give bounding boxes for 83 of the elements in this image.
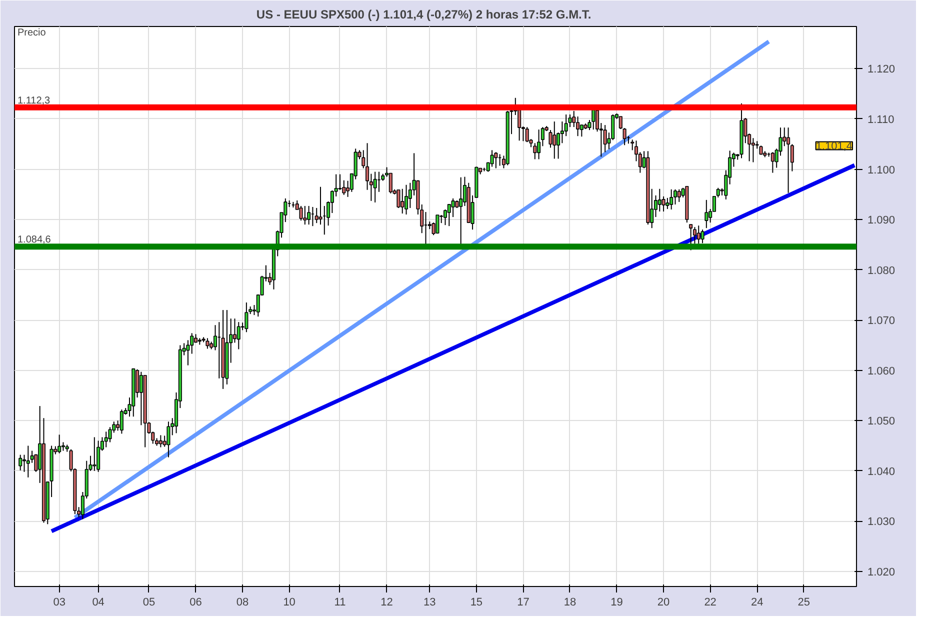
candlestick: [572, 110, 576, 128]
x-tick-label: 08: [236, 596, 249, 608]
y-tick-label: 1.040: [868, 466, 896, 478]
candlestick: [303, 205, 307, 226]
candlestick: [244, 302, 248, 333]
candlestick: [420, 204, 424, 234]
ref-line-label: 1.112,3: [18, 95, 51, 106]
x-tick-label: 13: [424, 596, 436, 608]
y-tick-label: 1.110: [868, 114, 894, 126]
candlestick: [770, 152, 774, 174]
candlestick: [166, 421, 170, 458]
candlestick: [26, 445, 30, 478]
x-tick-label: 05: [142, 596, 156, 608]
chart-title: US - EEUU SPX500 (-) 1.101,4 (-0,27%) 2 horas 17:52 G.M.T.: [256, 8, 592, 22]
candlestick: [139, 371, 143, 426]
y-tick-label: 1.120: [868, 64, 896, 76]
y-tick-label: 1.070: [868, 315, 896, 328]
x-tick-label: 12: [380, 596, 393, 608]
candlestick: [104, 431, 108, 448]
candlestick: [404, 184, 408, 216]
x-tick-label: 25: [798, 596, 810, 608]
candlestick: [299, 205, 303, 222]
candlestick: [96, 440, 100, 472]
candlestick: [592, 108, 596, 130]
x-tick-label: 22: [704, 596, 716, 608]
candlestick: [533, 142, 537, 160]
candlestick: [786, 127, 790, 194]
candlestick: [677, 188, 681, 202]
candlestick: [696, 225, 700, 244]
candlestick: [700, 229, 704, 244]
candlestick: [206, 338, 210, 350]
candlestick: [564, 114, 568, 137]
y-tick-label: 1.080: [868, 264, 896, 277]
candlestick: [232, 318, 237, 344]
candlestick: [630, 139, 634, 151]
candlestick: [704, 199, 708, 229]
x-tick-label: 17: [517, 596, 530, 608]
candlestick: [658, 188, 662, 212]
candlestick: [58, 434, 62, 454]
candlestick: [400, 188, 404, 214]
y-tick-label: 1.030: [868, 516, 896, 528]
candlestick: [603, 124, 607, 153]
x-tick-label: 19: [610, 596, 623, 608]
y-tick-label: 1.060: [868, 365, 896, 378]
candlestick: [670, 188, 674, 210]
x-tick-label: 04: [92, 596, 104, 608]
candlestick: [618, 116, 622, 130]
candlestick: [751, 138, 755, 163]
x-tick-label: 15: [470, 596, 483, 608]
candlestick: [552, 121, 556, 160]
candlestick: [396, 189, 400, 208]
candlestick: [18, 454, 22, 471]
x-tick-label: 06: [190, 596, 202, 608]
candlestick: [459, 176, 463, 246]
candlestick: [666, 197, 670, 210]
candlestick: [490, 150, 494, 168]
candlestick: [186, 340, 190, 366]
y-tick-label: 1.100: [868, 164, 896, 176]
ref-line-label: 1.084,6: [18, 234, 52, 246]
candlestick: [92, 436, 96, 472]
x-tick-label: 18: [564, 596, 576, 608]
y-axis-title: Precio: [18, 28, 46, 38]
candlestick: [436, 214, 440, 234]
candlestick: [236, 322, 240, 350]
candlestick: [373, 171, 377, 203]
x-tick-label: 03: [53, 596, 66, 608]
y-tick-label: 1.050: [868, 416, 896, 428]
x-tick-label: 11: [334, 596, 346, 608]
x-tick-label: 10: [283, 596, 296, 608]
candlestick: [494, 152, 498, 169]
y-tick-label: 1.020: [868, 566, 896, 578]
candlestick: [158, 434, 162, 448]
candlestick: [537, 129, 541, 160]
x-tick-label: 20: [657, 596, 670, 608]
candlestick: [525, 126, 529, 143]
x-tick-label: 24: [750, 596, 764, 608]
candlestick: [338, 174, 342, 190]
candlestick: [120, 409, 124, 434]
candlestick: [662, 196, 666, 212]
candlestick: [307, 205, 311, 226]
candlestick: [622, 128, 626, 146]
y-tick-label: 1.090: [868, 214, 896, 227]
candlestick: [451, 198, 455, 218]
